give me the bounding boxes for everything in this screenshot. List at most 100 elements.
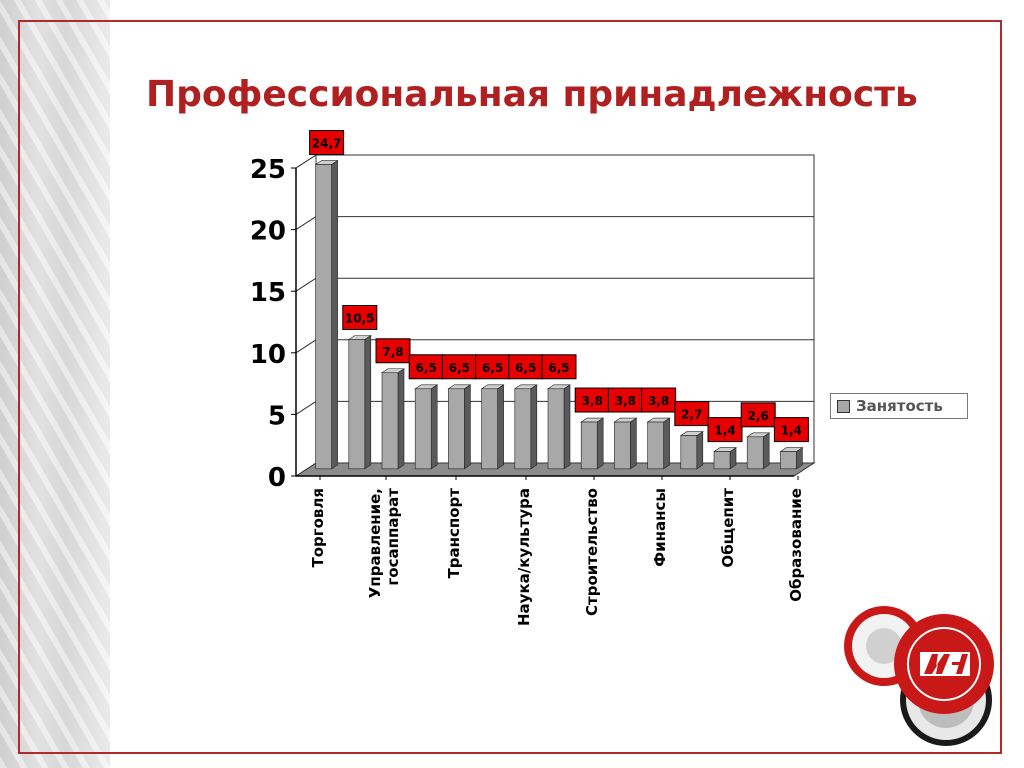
bar xyxy=(547,384,571,470)
bar-side xyxy=(364,334,372,470)
axis-layer: 0 5 10 15 20 25 Торговля Управление,госаппарат Т… xyxy=(250,155,805,626)
slide-frame xyxy=(18,20,1002,754)
bar xyxy=(580,417,605,470)
bar-side xyxy=(762,432,770,470)
bar-front xyxy=(580,421,598,470)
slide-title: Профессиональная принадлежность xyxy=(146,74,918,115)
bar-side xyxy=(596,417,604,470)
data-label-text: 10,5 xyxy=(345,311,375,325)
bar-side xyxy=(331,159,338,470)
bar-side xyxy=(696,431,704,470)
bar-front xyxy=(315,164,332,470)
bar-front xyxy=(481,388,498,470)
data-label-text: 3,8 xyxy=(648,394,669,408)
bar-front xyxy=(746,436,764,470)
legend-swatch xyxy=(837,399,850,413)
bar-front xyxy=(647,421,664,470)
y-tick-label: 25 xyxy=(250,155,286,185)
m1-energy-drink-logo xyxy=(844,606,994,746)
data-label-box xyxy=(641,387,677,413)
data-label-box xyxy=(674,401,710,427)
bar-front xyxy=(614,421,631,470)
x-tick-label-line: Торговля xyxy=(309,488,327,568)
x-tick-label-line: Финансы xyxy=(651,488,669,567)
data-label: 1,4 xyxy=(707,417,743,443)
bar-side xyxy=(464,384,471,470)
x-tick-label-line: Наука/культура xyxy=(515,488,533,626)
data-label-box xyxy=(773,417,809,443)
bar xyxy=(679,431,704,470)
bar-side xyxy=(430,384,438,470)
data-label-text: 6,5 xyxy=(515,361,536,375)
gridline-diagonal xyxy=(295,339,317,354)
x-tick-label-line: Транспорт xyxy=(445,488,463,579)
bar-side xyxy=(397,368,405,470)
data-label-text: 7,8 xyxy=(382,345,403,359)
x-tick-label: Управление,госаппарат xyxy=(366,488,402,598)
bar xyxy=(513,384,538,470)
bar xyxy=(314,159,339,470)
data-label: 3,8 xyxy=(641,387,677,413)
bar-front xyxy=(713,451,731,470)
data-label-text: 2,7 xyxy=(681,408,702,422)
data-label: 6,5 xyxy=(508,354,544,380)
bar-front xyxy=(514,388,532,470)
data-label-box xyxy=(375,338,411,364)
data-label-text: 3,8 xyxy=(615,394,636,408)
y-tick-label: 0 xyxy=(268,463,286,493)
data-label: 6,5 xyxy=(541,354,577,380)
y-tick-label: 10 xyxy=(250,340,286,370)
data-label-box xyxy=(541,354,577,380)
data-label-box xyxy=(707,417,743,443)
x-tick-label-line: Общепит xyxy=(719,488,737,568)
bar-front xyxy=(680,435,698,470)
bar xyxy=(480,384,505,470)
data-label: 7,8 xyxy=(375,338,411,364)
data-label-box xyxy=(508,354,544,380)
x-tick-label-line: госаппарат xyxy=(384,488,402,586)
x-tick-label: Общепит xyxy=(719,488,737,568)
data-label: 6,5 xyxy=(408,354,444,380)
bar-front xyxy=(381,372,399,470)
data-label: 6,5 xyxy=(475,354,511,380)
bar-layer xyxy=(314,159,804,470)
data-label-text: 2,6 xyxy=(748,409,769,423)
bar xyxy=(414,384,439,470)
x-tick-label: Финансы xyxy=(651,488,669,567)
data-label-box xyxy=(441,354,477,380)
bar xyxy=(713,447,737,470)
bar xyxy=(447,384,472,470)
bar-front xyxy=(780,451,797,470)
bar-side xyxy=(497,384,504,470)
x-tick-label-line: Строительство xyxy=(583,488,601,616)
gridline-diagonal xyxy=(295,277,317,292)
data-label: 24,7 xyxy=(309,130,345,156)
bar-front xyxy=(348,339,366,470)
gridline-diagonal xyxy=(295,216,317,231)
bar-side xyxy=(563,384,571,470)
y-tick-label: 5 xyxy=(268,401,286,431)
x-tick-label: Транспорт xyxy=(445,488,463,579)
legend-label: Занятость xyxy=(856,397,943,415)
data-label: 2,6 xyxy=(740,402,776,428)
data-label-layer: 24,7 10,5 7,8 6,5 6,5 6,5 6,5 6,5 3,8 3,8 3,8 2,7 1,… xyxy=(309,130,809,443)
bar-side xyxy=(630,417,637,470)
bar xyxy=(746,432,771,470)
gridline-diagonal xyxy=(295,400,317,415)
data-label-box xyxy=(342,304,378,330)
bar-front xyxy=(547,388,565,470)
data-label-text: 3,8 xyxy=(582,394,603,408)
chart-legend: Занятость xyxy=(830,393,968,419)
chart-side-wall xyxy=(295,154,317,477)
data-label: 3,8 xyxy=(607,387,643,413)
data-label-text: 1,4 xyxy=(781,424,802,438)
bar xyxy=(779,447,804,470)
data-label-text: 6,5 xyxy=(482,361,503,375)
gridline-diagonal xyxy=(295,154,317,169)
data-label: 1,4 xyxy=(773,417,809,443)
data-label-box xyxy=(607,387,643,413)
data-label-box xyxy=(740,402,776,428)
data-label: 3,8 xyxy=(574,387,610,413)
x-tick-label: Торговля xyxy=(309,488,327,568)
